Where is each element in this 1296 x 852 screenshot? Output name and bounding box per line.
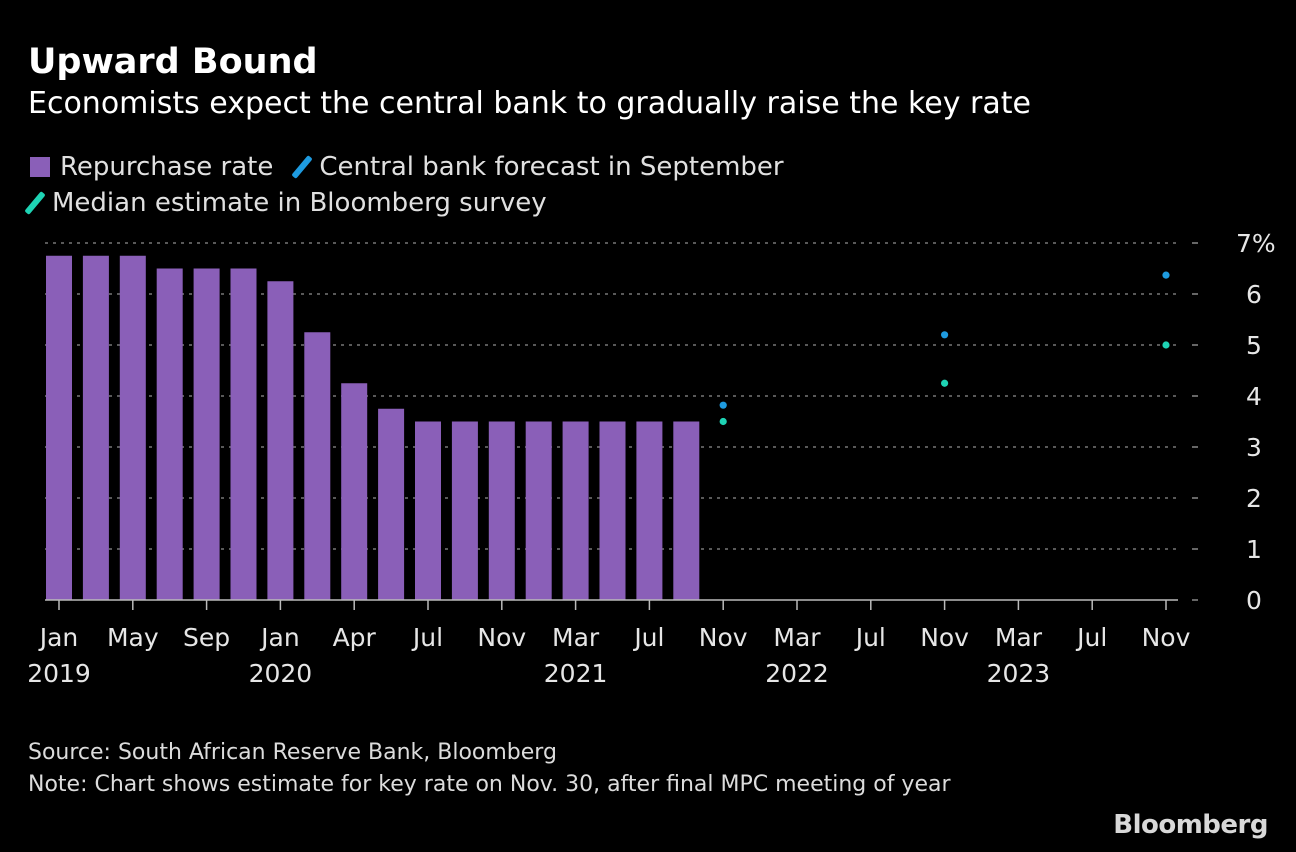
y-tick-label: 7% xyxy=(1236,229,1276,258)
bar-may-2021 xyxy=(599,421,626,600)
x-year-label: 2023 xyxy=(987,659,1051,688)
x-tick-label: Jan xyxy=(259,623,300,652)
bar-sep-2021 xyxy=(673,421,700,600)
bloomberg-logo: Bloomberg xyxy=(1113,810,1268,840)
bar-apr-2020 xyxy=(341,383,368,600)
bar-mar-2019 xyxy=(82,255,109,600)
bar-sep-2020 xyxy=(451,421,478,600)
y-tick-label: 4 xyxy=(1246,382,1262,411)
bar-sep-2019 xyxy=(193,268,220,600)
y-tick-label: 1 xyxy=(1246,535,1262,564)
chart-note: Note: Chart shows estimate for key rate … xyxy=(28,772,951,797)
x-tick-label: Jul xyxy=(854,623,886,652)
x-year-label: 2020 xyxy=(249,659,313,688)
bar-jul-2021 xyxy=(636,421,663,600)
chart-subtitle: Economists expect the central bank to gr… xyxy=(28,86,1031,121)
x-year-label: 2021 xyxy=(544,659,608,688)
survey-dot-nov-2021 xyxy=(719,417,727,426)
x-year-label: 2019 xyxy=(27,659,91,688)
y-tick-label: 5 xyxy=(1246,331,1262,360)
forecast-dot-nov-2022 xyxy=(941,331,949,339)
x-tick-label: Mar xyxy=(995,623,1043,652)
y-tick-label: 6 xyxy=(1246,280,1262,309)
legend-label-survey: Median estimate in Bloomberg survey xyxy=(52,188,547,218)
x-tick-label: Jul xyxy=(1075,623,1107,652)
x-tick-label: Jan xyxy=(38,623,79,652)
x-tick-label: Jul xyxy=(411,623,443,652)
forecast-dot-nov-2021 xyxy=(719,401,727,409)
x-tick-label: Mar xyxy=(773,623,821,652)
x-tick-label: Sep xyxy=(183,623,230,652)
y-tick-label: 2 xyxy=(1246,484,1262,513)
bar-jul-2020 xyxy=(415,421,441,600)
x-tick-label: Mar xyxy=(552,623,600,652)
legend-label-cb: Central bank forecast in September xyxy=(319,152,784,182)
forecast-dot-nov-2023 xyxy=(1162,271,1170,279)
bar-jul-2019 xyxy=(156,268,183,600)
y-tick-label: 0 xyxy=(1246,586,1262,615)
legend-swatch-repo xyxy=(30,157,50,177)
bar-mar-2021 xyxy=(562,421,589,600)
x-tick-label: Nov xyxy=(699,623,748,652)
bar-may-2019 xyxy=(119,255,146,600)
bar-jan-2019 xyxy=(46,255,72,600)
legend-row-1: Repurchase rate Central bank forecast in… xyxy=(30,152,784,182)
source-note: Source: South African Reserve Bank, Bloo… xyxy=(28,740,557,765)
bar-may-2020 xyxy=(378,408,405,600)
x-tick-label: May xyxy=(107,623,159,652)
x-tick-label: Nov xyxy=(477,623,526,652)
survey-dot-nov-2023 xyxy=(1162,341,1170,349)
x-tick-label: Jul xyxy=(632,623,664,652)
chart-title: Upward Bound xyxy=(28,42,318,82)
bar-jan-2020 xyxy=(267,281,294,600)
x-tick-label: Nov xyxy=(1142,623,1191,652)
x-tick-label: Apr xyxy=(333,623,377,652)
bar-jan-2021 xyxy=(525,421,552,600)
bar-mar-2020 xyxy=(304,332,331,600)
survey-dot-nov-2022 xyxy=(941,379,949,387)
x-tick-label: Nov xyxy=(920,623,969,652)
legend-row-2: Median estimate in Bloomberg survey xyxy=(24,188,547,218)
legend-label-repo: Repurchase rate xyxy=(60,152,274,182)
y-tick-label: 3 xyxy=(1246,433,1262,462)
x-year-label: 2022 xyxy=(765,659,829,688)
bar-nov-2020 xyxy=(488,421,515,600)
bar-nov-2019 xyxy=(230,268,257,600)
